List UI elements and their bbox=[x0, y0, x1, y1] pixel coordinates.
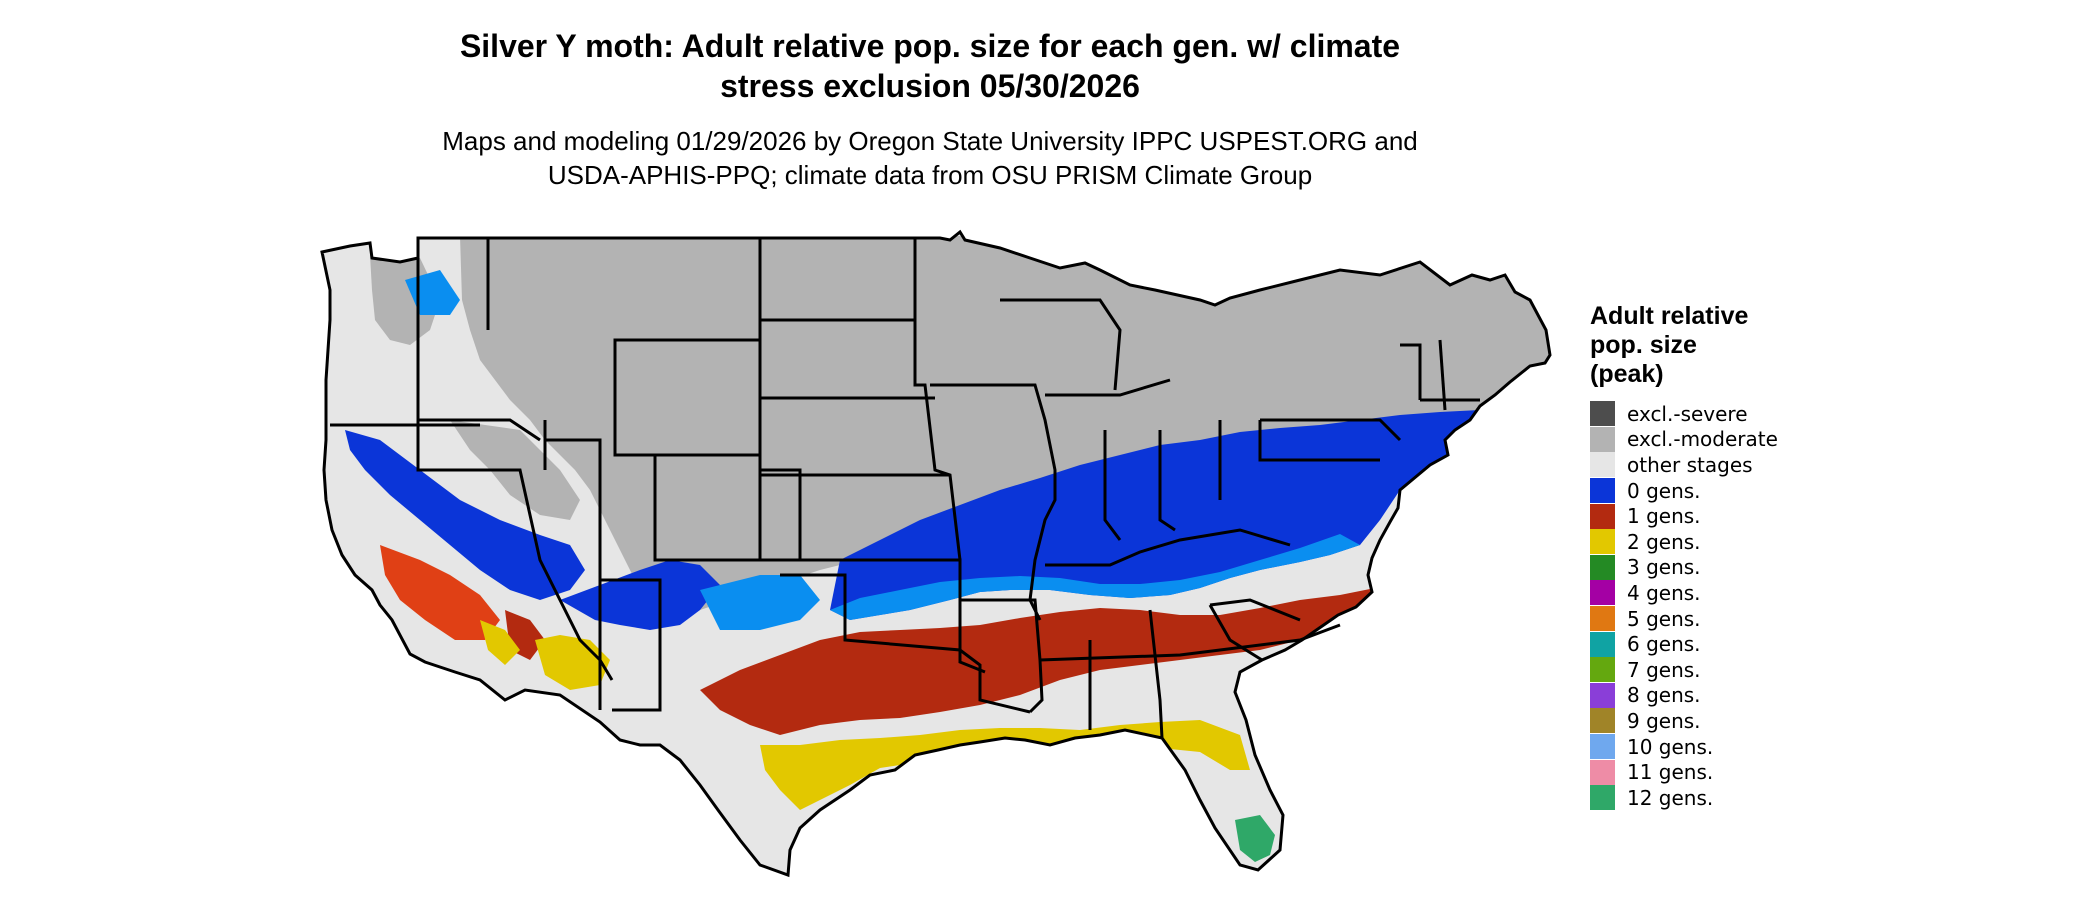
legend-items: excl.-severe excl.-moderate other stages… bbox=[1590, 401, 1890, 811]
legend-label: 1 gens. bbox=[1627, 504, 1701, 529]
legend-item: 12 gens. bbox=[1590, 785, 1890, 811]
two-gens-arizona bbox=[535, 635, 610, 690]
state-line-26 bbox=[1158, 430, 1176, 532]
zero-gens-texas-panhandle bbox=[700, 575, 820, 630]
legend-item: 7 gens. bbox=[1590, 657, 1890, 683]
legend-label: 5 gens. bbox=[1627, 606, 1701, 631]
state-line-22 bbox=[1045, 528, 1291, 567]
legend-item: excl.-moderate bbox=[1590, 426, 1890, 453]
legend-swatch bbox=[1590, 657, 1615, 683]
legend-label: 3 gens. bbox=[1627, 555, 1701, 580]
subtitle-line-1: Maps and modeling 01/29/2026 by Oregon S… bbox=[442, 126, 1418, 156]
legend-label: 9 gens. bbox=[1627, 708, 1701, 733]
legend-swatch bbox=[1590, 452, 1615, 478]
twelve-gens-texas bbox=[840, 830, 865, 860]
state-line-19 bbox=[930, 383, 1057, 621]
legend-item: 10 gens. bbox=[1590, 734, 1890, 760]
state-line-31 bbox=[1208, 604, 1263, 662]
legend-item: 0 gens. bbox=[1590, 478, 1890, 504]
legend-swatch bbox=[1590, 503, 1615, 529]
legend-label: excl.-severe bbox=[1627, 401, 1748, 426]
legend-label: other stages bbox=[1627, 452, 1753, 477]
state-line-17 bbox=[913, 238, 962, 561]
state-line-18 bbox=[958, 585, 986, 674]
state-line-35 bbox=[1045, 378, 1171, 397]
legend-swatch bbox=[1590, 734, 1615, 760]
state-line-1 bbox=[416, 258, 541, 442]
legend-swatch bbox=[1590, 785, 1615, 811]
title-line-2: stress exclusion 05/30/2026 bbox=[720, 68, 1140, 104]
legend-title-line-1: Adult relative bbox=[1590, 302, 1749, 330]
legend-item: 5 gens. bbox=[1590, 606, 1890, 632]
legend-label: 0 gens. bbox=[1627, 478, 1701, 503]
legend-swatch bbox=[1590, 401, 1615, 427]
legend-item: 11 gens. bbox=[1590, 759, 1890, 785]
state-line-25 bbox=[1103, 430, 1122, 541]
legend-swatch bbox=[1590, 426, 1615, 452]
map-title: Silver Y moth: Adult relative pop. size … bbox=[330, 26, 1530, 106]
legend-label: 7 gens. bbox=[1627, 657, 1701, 682]
legend-title-line-3: (peak) bbox=[1590, 360, 1664, 388]
zero-gens-light-band bbox=[830, 534, 1360, 620]
legend-item: excl.-severe bbox=[1590, 401, 1890, 427]
legend-item: 8 gens. bbox=[1590, 682, 1890, 709]
legend-item: 2 gens. bbox=[1590, 529, 1890, 555]
legend-item: 3 gens. bbox=[1590, 554, 1890, 581]
state-line-30 bbox=[1209, 598, 1301, 622]
state-line-11 bbox=[598, 560, 662, 712]
us-map bbox=[320, 230, 1552, 877]
zero-gens-west-2 bbox=[345, 430, 585, 600]
state-line-32 bbox=[1400, 343, 1422, 400]
zero-gens-band bbox=[830, 410, 1480, 620]
legend-label: 4 gens. bbox=[1627, 580, 1701, 605]
legend-swatch bbox=[1590, 759, 1615, 785]
legend-label: 8 gens. bbox=[1627, 683, 1701, 708]
legend-swatch bbox=[1590, 478, 1615, 504]
legend-item: 1 gens. bbox=[1590, 503, 1890, 529]
legend-swatch bbox=[1590, 631, 1615, 657]
subtitle-line-2: USDA-APHIS-PPQ; climate data from OSU PR… bbox=[547, 160, 1313, 190]
legend-item: other stages bbox=[1590, 452, 1890, 478]
legend-item: 4 gens. bbox=[1590, 580, 1890, 606]
state-line-28 bbox=[1260, 418, 1402, 442]
excl-moderate-north bbox=[460, 236, 1550, 620]
one-gens-west bbox=[380, 545, 500, 640]
state-line-3 bbox=[416, 420, 614, 681]
legend-swatch bbox=[1590, 529, 1615, 555]
state-line-24 bbox=[1148, 609, 1164, 739]
legend-label: excl.-moderate bbox=[1627, 427, 1778, 452]
legend-title-line-2: pop. size bbox=[1590, 331, 1697, 359]
legend-label: 2 gens. bbox=[1627, 529, 1701, 554]
state-line-36 bbox=[1000, 298, 1122, 391]
legend-swatch bbox=[1590, 682, 1615, 708]
legend-item: 6 gens. bbox=[1590, 631, 1890, 657]
legend-label: 10 gens. bbox=[1627, 734, 1714, 759]
map-subtitle: Maps and modeling 01/29/2026 by Oregon S… bbox=[330, 124, 1530, 192]
legend-item: 9 gens. bbox=[1590, 708, 1890, 734]
two-gens-california bbox=[480, 620, 520, 665]
legend-title: Adult relative pop. size (peak) bbox=[1590, 302, 1890, 389]
state-line-33 bbox=[1438, 339, 1447, 411]
state-line-29 bbox=[1258, 420, 1380, 462]
legend-swatch bbox=[1590, 606, 1615, 632]
legend-swatch bbox=[1590, 554, 1615, 580]
legend-label: 11 gens. bbox=[1627, 760, 1714, 785]
legend-swatch bbox=[1590, 580, 1615, 606]
legend: Adult relative pop. size (peak) excl.-se… bbox=[1590, 302, 1890, 811]
legend-swatch bbox=[1590, 708, 1615, 734]
legend-label: 12 gens. bbox=[1627, 785, 1714, 810]
legend-label: 6 gens. bbox=[1627, 632, 1701, 657]
title-line-1: Silver Y moth: Adult relative pop. size … bbox=[459, 28, 1401, 64]
state-borders bbox=[320, 230, 1552, 877]
twelve-gens-florida bbox=[1235, 815, 1275, 862]
one-gens-band bbox=[700, 588, 1375, 735]
